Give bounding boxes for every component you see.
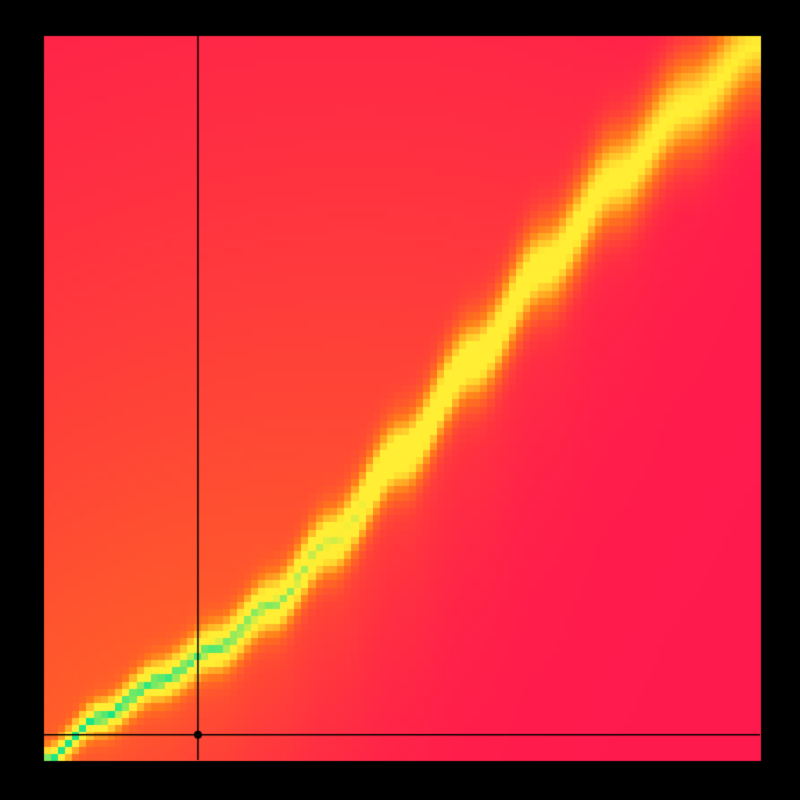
bottleneck-heatmap <box>0 0 800 800</box>
chart-container: TheBottleneck.com <box>0 0 800 800</box>
